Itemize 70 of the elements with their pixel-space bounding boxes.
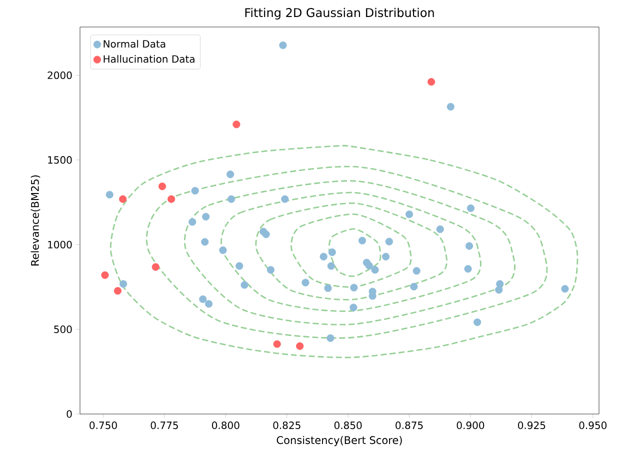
point (202, 212, 210, 220)
point (226, 170, 234, 178)
point (236, 262, 244, 270)
point (365, 262, 373, 270)
point (240, 281, 248, 289)
point (191, 186, 199, 195)
point (279, 41, 287, 50)
point (327, 262, 335, 270)
point (328, 248, 336, 256)
point (120, 280, 128, 288)
point (302, 278, 310, 286)
x-tick-label: 0.875 (396, 422, 423, 430)
point (227, 195, 236, 203)
point (385, 238, 393, 246)
y-tick-label: 1000 (48, 240, 72, 248)
point (412, 267, 420, 275)
point (114, 287, 122, 295)
point (188, 218, 196, 226)
point (495, 286, 503, 294)
point (436, 225, 444, 234)
point (219, 246, 227, 254)
point (158, 182, 166, 190)
point (446, 102, 454, 111)
point (101, 271, 109, 279)
point (474, 318, 482, 326)
point (281, 195, 289, 203)
point (428, 78, 436, 86)
y-tick-label: 0 (66, 410, 72, 418)
point (326, 334, 334, 342)
point (273, 340, 281, 348)
point (466, 204, 475, 212)
point (324, 284, 332, 292)
x-tick-label: 0.825 (273, 422, 300, 430)
point (204, 300, 213, 308)
x-tick-label: 0.900 (456, 422, 484, 430)
point (405, 210, 414, 218)
legend-label: Normal Data (104, 40, 166, 48)
point (320, 252, 328, 260)
point (464, 265, 472, 273)
point (350, 304, 358, 312)
point (201, 238, 209, 246)
y-tick-label: 1500 (48, 156, 72, 164)
point (262, 230, 270, 238)
point (358, 236, 366, 244)
x-tick-label: 0.925 (518, 422, 546, 430)
point (232, 120, 240, 128)
point (410, 282, 418, 290)
point (561, 285, 569, 293)
point (266, 266, 275, 274)
y-axis-title: Relevance(BM25) (30, 175, 40, 266)
point (382, 252, 390, 260)
point (371, 266, 379, 274)
y-tick-label: 2000 (48, 71, 72, 80)
x-tick-label: 0.775 (150, 422, 178, 430)
chart-title: Fitting 2D Gaussian Distribution (245, 8, 434, 20)
x-tick-label: 0.850 (334, 422, 362, 430)
x-axis-title: Consistency(Bert Score) (276, 436, 402, 446)
point (465, 242, 474, 250)
y-tick-label: 500 (54, 326, 72, 334)
point (168, 195, 176, 203)
point (119, 195, 127, 203)
x-tick-label: 0.950 (579, 422, 607, 430)
x-tick-label: 0.750 (90, 422, 117, 430)
point (106, 190, 114, 198)
legend-label: Hallucination Data (104, 55, 194, 63)
point (350, 284, 358, 292)
point (296, 342, 304, 350)
x-tick-label: 0.800 (212, 422, 240, 430)
point (199, 295, 207, 303)
point (152, 263, 160, 271)
